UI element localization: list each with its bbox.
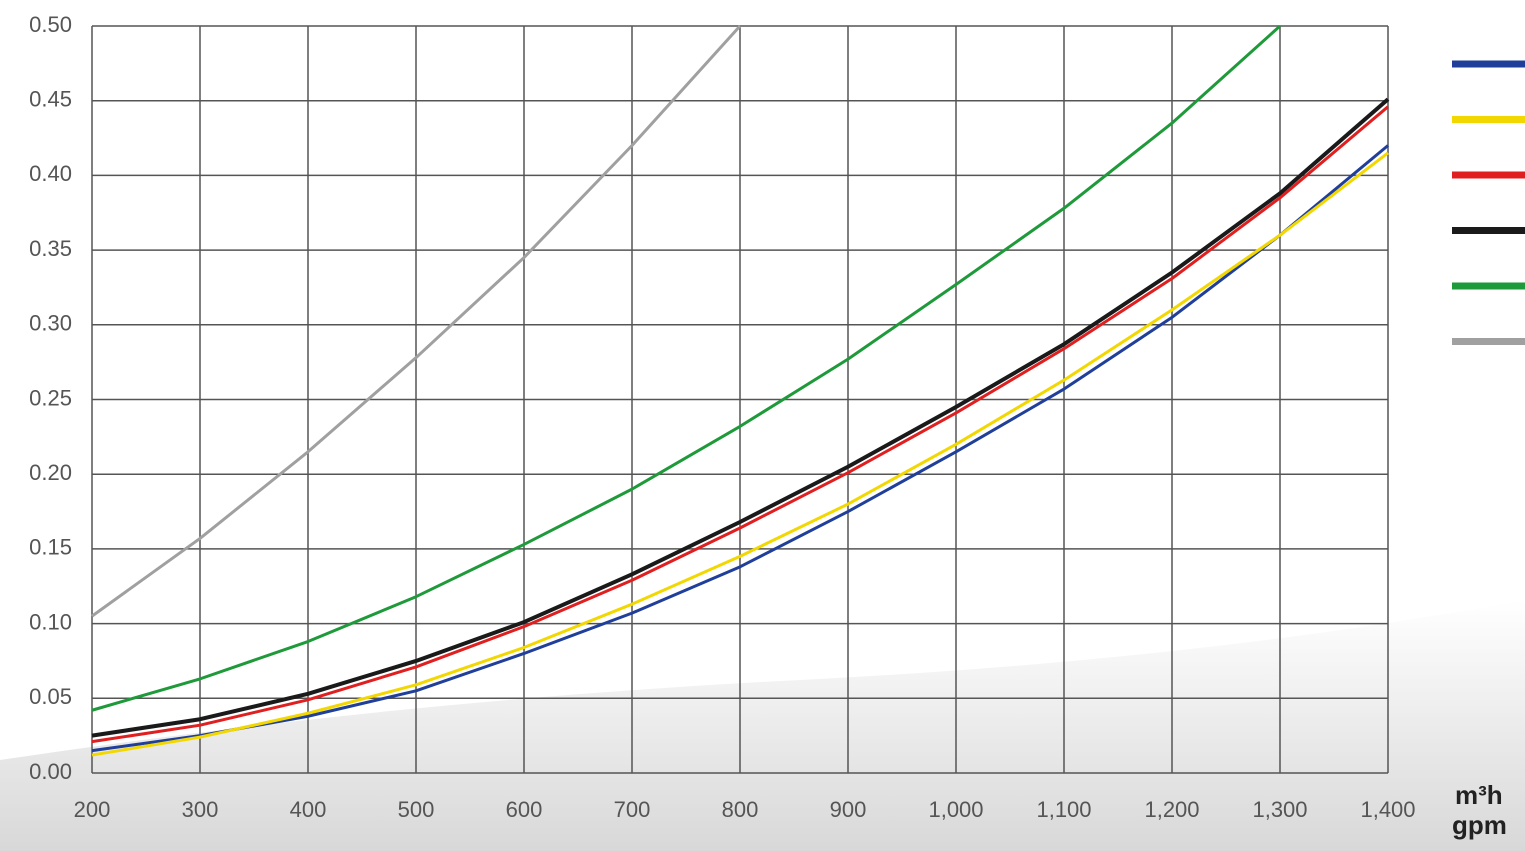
y-tick-label: 0.45 (29, 87, 72, 112)
y-tick-label: 0.05 (29, 684, 72, 709)
x-tick-label: 1,000 (928, 797, 983, 822)
series-line (91, 105, 1389, 744)
x-unit-label: m³h (1455, 780, 1503, 810)
y-tick-label: 0.10 (29, 609, 72, 634)
series-line (91, 24, 1282, 712)
series-line (91, 151, 1389, 757)
x-tick-label: 800 (722, 797, 759, 822)
x-tick-label: 1,200 (1144, 797, 1199, 822)
y-tick-label: 0.15 (29, 535, 72, 560)
series-line (91, 144, 1389, 753)
y-tick-label: 0.25 (29, 385, 72, 410)
y-tick-label: 0.00 (29, 759, 72, 784)
y-tick-label: 0.50 (29, 12, 72, 37)
series-line (91, 97, 1390, 738)
x-tick-label: 600 (506, 797, 543, 822)
background-decor (0, 600, 1525, 851)
x-tick-label: 400 (290, 797, 327, 822)
x-tick-label: 900 (830, 797, 867, 822)
x-tick-label: 200 (74, 797, 111, 822)
series-line (91, 24, 742, 618)
y-tick-label: 0.40 (29, 161, 72, 186)
y-tick-label: 0.30 (29, 311, 72, 336)
lines (91, 24, 1390, 757)
x-tick-label: 1,300 (1252, 797, 1307, 822)
x-unit-label: gpm (1452, 810, 1507, 840)
x-tick-label: 300 (182, 797, 219, 822)
grid: 0.00 0.05 0.10 0.15 0.20 0.25 0.30 0.35 0.40 0.45… (29, 12, 1415, 822)
y-tick-label: 0.35 (29, 236, 72, 261)
x-tick-label: 1,100 (1036, 797, 1091, 822)
x-tick-label: 700 (614, 797, 651, 822)
x-tick-label: 500 (398, 797, 435, 822)
y-tick-label: 0.20 (29, 460, 72, 485)
x-tick-label: 1,400 (1360, 797, 1415, 822)
